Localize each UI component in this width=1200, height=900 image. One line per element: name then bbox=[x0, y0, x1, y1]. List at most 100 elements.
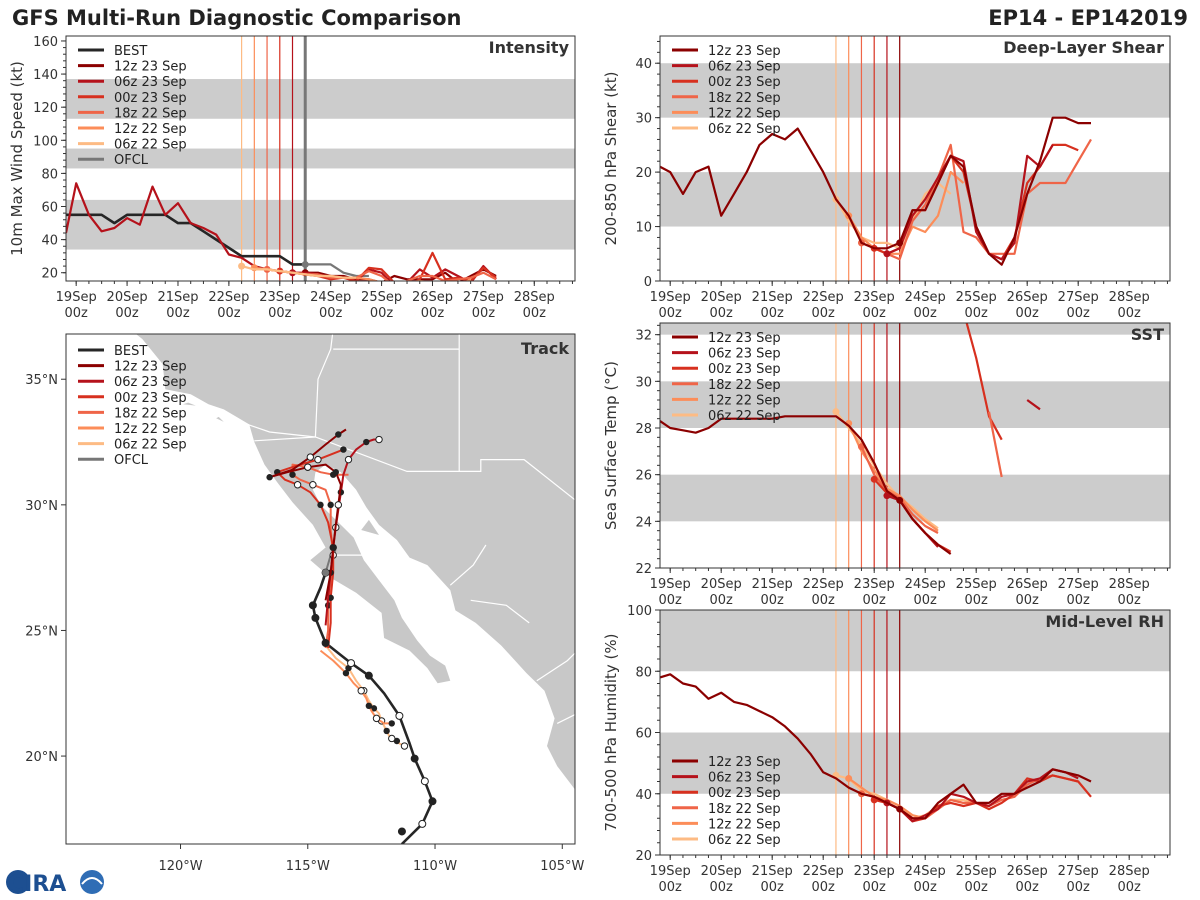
rh-ytick-label: 20 bbox=[635, 849, 652, 864]
sst-ytick-label: 32 bbox=[635, 329, 652, 344]
track-point-filled bbox=[266, 474, 273, 481]
intensity-xtick-hour: 00z bbox=[64, 306, 88, 321]
intensity-xtick-hour: 00z bbox=[268, 306, 292, 321]
sst-marker-5 bbox=[896, 496, 904, 504]
track-point-open bbox=[400, 742, 409, 750]
island-2 bbox=[183, 402, 196, 406]
best-track-point-4 bbox=[410, 754, 419, 763]
shear-marker-5 bbox=[896, 239, 904, 247]
intensity-xtick-day: 24Sep bbox=[310, 290, 351, 305]
track-12z-22-sep-3 bbox=[319, 649, 392, 725]
sst-xtick-hour: 00z bbox=[1067, 593, 1091, 608]
intensity-legend-label: 18z 22 Sep bbox=[114, 106, 187, 121]
shear-xtick-day: 23Sep bbox=[854, 290, 895, 305]
sst-marker-3 bbox=[870, 475, 878, 483]
shear-xtick-hour: 00z bbox=[914, 306, 938, 321]
intensity-legend-label: 00z 23 Sep bbox=[114, 91, 187, 106]
figure-title: GFS Multi-Run Diagnostic Comparison bbox=[12, 6, 461, 30]
track-point-open bbox=[357, 687, 365, 695]
shear-ytick-label: 40 bbox=[635, 57, 652, 72]
intensity-xtick-day: 28Sep bbox=[514, 290, 555, 305]
rh-xtick-hour: 00z bbox=[761, 880, 785, 895]
intensity-xtick-hour: 00z bbox=[217, 306, 241, 321]
intensity-ytick-label: 140 bbox=[33, 68, 58, 83]
track-12z-23-sep-7 bbox=[268, 428, 347, 601]
rh-legend-label: 06z 22 Sep bbox=[708, 833, 781, 848]
rh-xtick-hour: 00z bbox=[1016, 880, 1040, 895]
map-border-8 bbox=[470, 599, 530, 624]
intensity-xtick-hour: 00z bbox=[523, 306, 547, 321]
sst-band-1 bbox=[660, 381, 1170, 428]
best-track-point-5 bbox=[395, 711, 404, 720]
sst-band-2 bbox=[660, 323, 1170, 335]
shear-series-12z-23-sep-5 bbox=[660, 116, 1091, 266]
shear-xtick-day: 25Sep bbox=[956, 290, 997, 305]
shear-xtick-day: 28Sep bbox=[1109, 290, 1150, 305]
shear-xtick-hour: 00z bbox=[863, 306, 887, 321]
best-track-point-6 bbox=[364, 671, 373, 680]
lat-tick-label: 25°N bbox=[25, 624, 58, 639]
sst-xtick-hour: 00z bbox=[659, 593, 683, 608]
track-point-filled bbox=[365, 702, 373, 710]
rh-series-12z-23-sep-5 bbox=[660, 673, 1092, 820]
track-00z-23-sep-5 bbox=[276, 448, 344, 649]
sst-xtick-hour: 00z bbox=[812, 593, 836, 608]
rh-xtick-day: 21Sep bbox=[752, 864, 793, 879]
intensity-band-0 bbox=[66, 199, 575, 250]
sst-legend-label: 18z 22 Sep bbox=[708, 378, 781, 393]
intensity-series-best-0 bbox=[66, 213, 306, 266]
track-point-open bbox=[375, 435, 383, 444]
sst-xtick-day: 23Sep bbox=[854, 577, 895, 592]
intensity-frame bbox=[65, 35, 576, 282]
intensity-xtick-hour: 00z bbox=[370, 306, 394, 321]
sst-ytick-label: 24 bbox=[635, 515, 652, 530]
track-legend-label: 06z 22 Sep bbox=[114, 438, 187, 453]
rh-ytick-label: 100 bbox=[627, 604, 652, 619]
rh-xtick-hour: 00z bbox=[914, 880, 938, 895]
sst-series-12z-23-sep-5 bbox=[660, 415, 952, 555]
best-track-point-0 bbox=[397, 827, 406, 836]
shear-title: Deep-Layer Shear bbox=[1003, 38, 1164, 57]
sst-title: SST bbox=[1131, 325, 1164, 344]
sst-series-00z-23-sep-6 bbox=[965, 323, 1003, 441]
track-point-open bbox=[293, 481, 302, 489]
lat-tick-label: 20°N bbox=[25, 750, 58, 765]
shear-xtick-day: 26Sep bbox=[1007, 290, 1048, 305]
best-track-point-9 bbox=[311, 613, 320, 622]
intensity-ytick-label: 60 bbox=[41, 201, 58, 216]
track-point-filled bbox=[289, 471, 296, 478]
rh-xtick-day: 20Sep bbox=[701, 864, 742, 879]
sst-legend-label: 06z 22 Sep bbox=[708, 409, 781, 424]
lat-tick-label: 35°N bbox=[25, 373, 58, 388]
sst-frame bbox=[659, 322, 1171, 569]
sst-xtick-day: 24Sep bbox=[905, 577, 946, 592]
shear-xtick-hour: 00z bbox=[710, 306, 734, 321]
shear-xtick-day: 24Sep bbox=[905, 290, 946, 305]
island-1 bbox=[216, 416, 224, 422]
shear-ytick-label: 0 bbox=[644, 275, 652, 290]
rh-xtick-hour: 00z bbox=[965, 880, 989, 895]
shear-legend-label: 18z 22 Sep bbox=[708, 91, 781, 106]
sst-ytick-label: 22 bbox=[635, 562, 652, 577]
sst-xtick-day: 27Sep bbox=[1058, 577, 1099, 592]
sst-xtick-hour: 00z bbox=[965, 593, 989, 608]
track-point-filled bbox=[383, 727, 390, 735]
rh-xtick-day: 23Sep bbox=[854, 864, 895, 879]
sst-band-0 bbox=[660, 474, 1170, 522]
rh-panel: 2040608010019Sep00z20Sep00z21Sep00z22Sep… bbox=[602, 604, 1171, 895]
track-point-filled bbox=[327, 501, 334, 509]
intensity-ytick-label: 20 bbox=[41, 267, 58, 282]
ofcl-start-point bbox=[322, 569, 330, 577]
rh-legend-label: 18z 22 Sep bbox=[708, 802, 781, 817]
rh-ytick-label: 40 bbox=[635, 788, 652, 803]
logo-globe-left bbox=[6, 870, 30, 894]
rh-xtick-day: 27Sep bbox=[1058, 864, 1099, 879]
intensity-ytick-label: 160 bbox=[33, 35, 58, 50]
track-point-open bbox=[388, 734, 396, 743]
intensity-band-2 bbox=[66, 79, 575, 119]
map-border-7 bbox=[449, 544, 487, 586]
sst-legend-label: 12z 22 Sep bbox=[708, 393, 781, 408]
intensity-xtick-hour: 00z bbox=[319, 306, 343, 321]
intensity-xtick-day: 25Sep bbox=[361, 290, 402, 305]
